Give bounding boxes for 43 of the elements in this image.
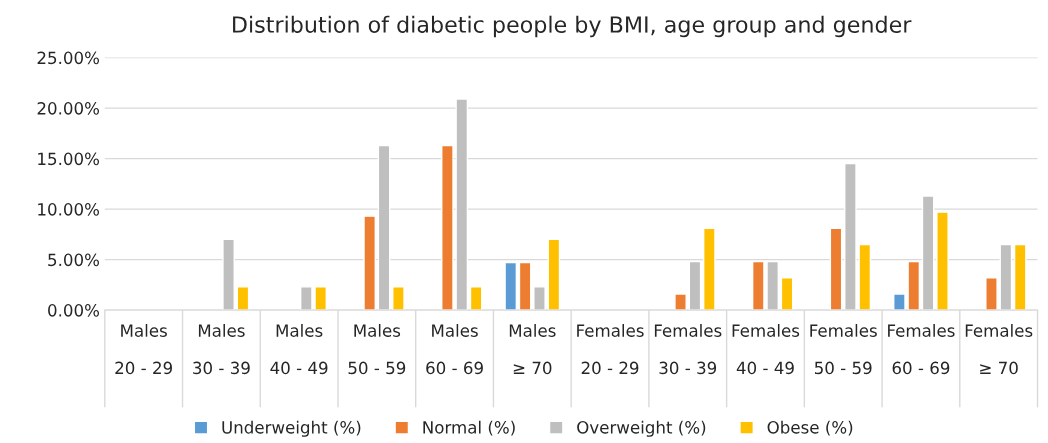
legend-label: Underweight (%) bbox=[222, 420, 361, 437]
bar bbox=[999, 243, 1013, 311]
bar bbox=[469, 286, 483, 311]
category-label: Males ≥ 70 bbox=[509, 323, 556, 375]
bar bbox=[829, 227, 843, 311]
y-tick-label: 25.00% bbox=[37, 51, 100, 65]
legend-label: Normal (%) bbox=[423, 420, 515, 436]
category-label: Females 60 - 69 bbox=[888, 323, 955, 375]
y-tick-label: 20.00% bbox=[37, 102, 100, 115]
bar bbox=[533, 286, 546, 311]
legend-label: Obese (%) bbox=[767, 420, 853, 436]
category-label: Males 60 - 69 bbox=[426, 323, 483, 375]
bar bbox=[392, 286, 405, 311]
legend-label: Overweight (%) bbox=[577, 420, 706, 437]
category-label: Females 40 - 49 bbox=[732, 323, 800, 375]
bar bbox=[504, 261, 518, 311]
bar bbox=[780, 277, 794, 311]
category-label: Females 20 - 29 bbox=[577, 323, 644, 375]
category-label: Females 30 - 39 bbox=[654, 323, 722, 375]
category-label: Males 50 - 59 bbox=[348, 323, 406, 375]
bar bbox=[518, 261, 532, 311]
bar bbox=[236, 286, 250, 311]
bar bbox=[547, 238, 561, 311]
category-label: Females ≥ 70 bbox=[965, 323, 1033, 375]
y-tick-label: 0.00% bbox=[48, 304, 100, 317]
bar bbox=[702, 227, 716, 311]
bar bbox=[985, 277, 998, 311]
chart-title: Distribution of diabetic people by BMI, age group and gender bbox=[233, 15, 912, 38]
bar bbox=[936, 211, 949, 311]
category-label: Females 50 - 59 bbox=[810, 323, 877, 375]
y-tick-label: 5.00% bbox=[48, 253, 100, 267]
category-label: Males 20 - 29 bbox=[115, 323, 173, 375]
bar bbox=[363, 215, 376, 311]
bar bbox=[377, 144, 391, 311]
category-label: Males 30 - 39 bbox=[193, 323, 250, 375]
y-tick-label: 10.00% bbox=[38, 203, 100, 216]
category-label: Males 40 - 49 bbox=[270, 323, 328, 375]
bar bbox=[222, 238, 235, 311]
y-tick-label: 15.00% bbox=[38, 152, 100, 166]
bar bbox=[1013, 243, 1027, 311]
bar bbox=[674, 293, 687, 311]
bar bbox=[921, 195, 935, 311]
bar bbox=[688, 260, 702, 311]
